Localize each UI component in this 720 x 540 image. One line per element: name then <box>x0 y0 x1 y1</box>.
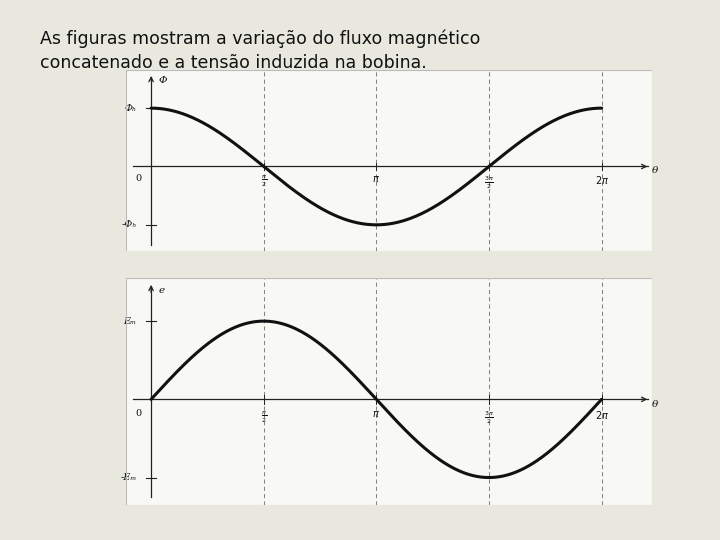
Text: Φ: Φ <box>158 76 167 85</box>
Text: $2\pi$: $2\pi$ <box>595 174 608 186</box>
Text: concatenado e a tensão induzida na bobina.: concatenado e a tensão induzida na bobin… <box>40 54 426 72</box>
Text: 0: 0 <box>135 409 141 418</box>
Text: $\pi$: $\pi$ <box>372 174 380 184</box>
Bar <box>126 278 652 505</box>
Text: Φₕ: Φₕ <box>125 104 137 113</box>
Text: θ: θ <box>652 400 659 409</box>
Bar <box>126 70 652 251</box>
Text: θ: θ <box>652 166 659 175</box>
Text: As figuras mostram a variação do fluxo magnético: As figuras mostram a variação do fluxo m… <box>40 30 480 48</box>
Text: -Eₘ: -Eₘ <box>120 473 137 482</box>
Text: $\frac{\pi}{2}$: $\frac{\pi}{2}$ <box>261 409 266 424</box>
Text: $2\pi$: $2\pi$ <box>595 409 608 422</box>
Text: e: e <box>158 286 164 295</box>
Text: -Φₕ: -Φₕ <box>121 220 137 230</box>
Text: 0: 0 <box>135 174 141 183</box>
Text: $\frac{\pi}{2}$: $\frac{\pi}{2}$ <box>261 174 266 190</box>
Text: $\frac{3\pi}{2}$: $\frac{3\pi}{2}$ <box>484 409 494 426</box>
Text: $\frac{3\pi}{2}$: $\frac{3\pi}{2}$ <box>484 174 494 191</box>
Text: $\pi$: $\pi$ <box>372 409 380 420</box>
Text: Eₘ: Eₘ <box>124 316 137 326</box>
